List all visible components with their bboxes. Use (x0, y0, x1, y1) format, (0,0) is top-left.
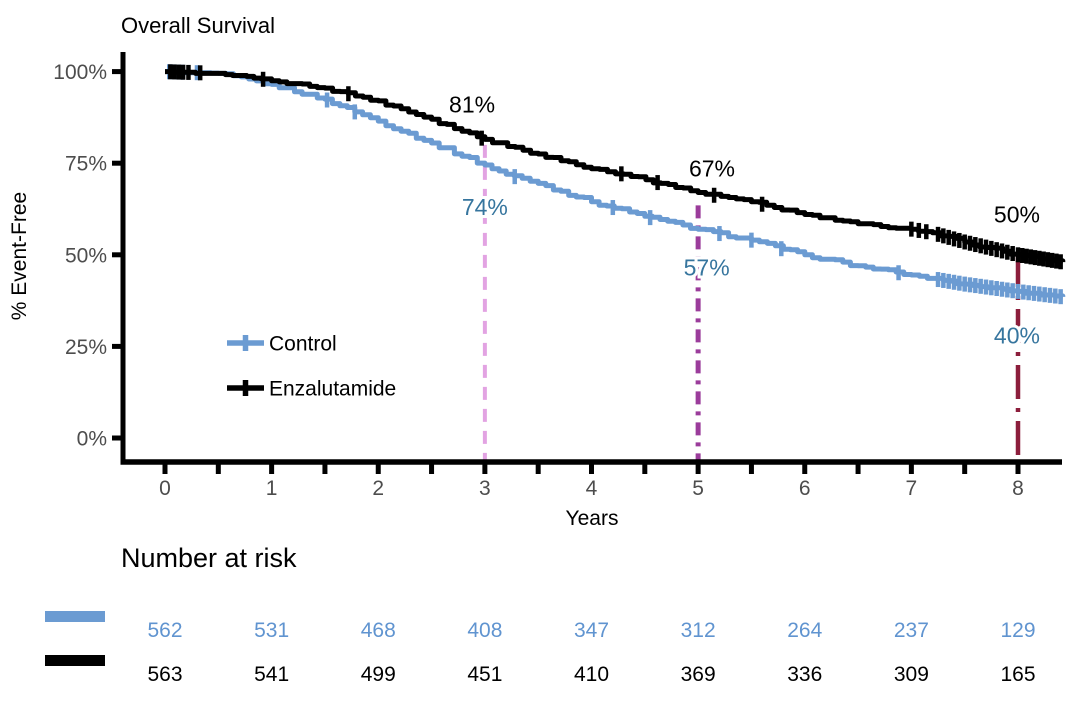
milestone-label-control-year-3: 74% (462, 194, 508, 220)
risk-count-enzalutamide-year-0: 563 (147, 663, 183, 686)
risk-count-enzalutamide-year-4: 410 (573, 663, 610, 686)
y-tick-label: 0% (77, 428, 107, 451)
risk-count-control-year-5: 312 (680, 619, 716, 642)
risk-count-enzalutamide-year-8: 165 (1000, 663, 1036, 686)
risk-row-swatch-control (45, 611, 105, 622)
milestone-label-enzalutamide-year-5: 67% (689, 156, 735, 182)
x-tick-label: 0 (159, 477, 171, 500)
x-tick-label: 6 (799, 477, 811, 500)
y-tick-label: 25% (65, 336, 107, 359)
milestone-label-enzalutamide-year-3: 81% (449, 92, 495, 118)
risk-count-enzalutamide-year-5: 369 (680, 663, 716, 686)
risk-count-enzalutamide-year-7: 309 (893, 663, 929, 686)
legend-item-control: Control (227, 333, 337, 356)
risk-count-enzalutamide-year-3: 451 (467, 663, 503, 686)
x-tick-label: 8 (1012, 477, 1024, 500)
y-tick-label: 75% (65, 153, 107, 176)
risk-count-control-year-6: 264 (787, 619, 823, 642)
x-tick-label: 5 (692, 477, 704, 500)
x-tick-label: 4 (586, 477, 598, 500)
risk-count-control-year-8: 129 (1000, 619, 1036, 642)
chart-title: Overall Survival (121, 13, 276, 38)
risk-count-control-year-7: 237 (893, 619, 929, 642)
legend-label: Enzalutamide (269, 378, 396, 401)
milestone-label-control-year-5: 57% (684, 255, 730, 281)
y-tick-label: 50% (65, 244, 107, 267)
risk-count-control-year-2: 468 (360, 619, 396, 642)
risk-table-title: Number at risk (121, 543, 297, 573)
legend-label: Control (269, 333, 337, 356)
km-plot-canvas: 0% 25% 50% 75% 100% 0 1 2 3 4 5 6 7 8 Control Enzalutam… (53, 52, 1066, 500)
y-axis-label: % Event-Free (8, 191, 31, 321)
risk-count-control-year-4: 347 (573, 619, 610, 642)
legend-item-enzalutamide: Enzalutamide (227, 378, 396, 401)
x-axis-label: Years (565, 507, 619, 530)
risk-count-control-year-1: 531 (254, 619, 290, 642)
risk-count-control-year-0: 562 (147, 619, 183, 642)
x-tick-label: 7 (906, 477, 918, 500)
censor-marks-control (167, 64, 1063, 305)
x-tick-label: 1 (266, 477, 278, 500)
x-tick-label: 2 (372, 477, 384, 500)
y-tick-label: 100% (53, 61, 107, 84)
risk-count-enzalutamide-year-6: 336 (787, 663, 823, 686)
milestone-label-control-year-8: 40% (994, 322, 1040, 348)
milestone-label-enzalutamide-year-8: 50% (994, 201, 1040, 227)
survival-curve-control (165, 69, 1066, 299)
risk-row-swatch-enzalutamide (45, 655, 105, 666)
censor-marks-enzalutamide (168, 64, 1063, 270)
risk-count-enzalutamide-year-2: 499 (360, 663, 396, 686)
x-tick-label: 3 (479, 477, 491, 500)
risk-count-control-year-3: 408 (467, 619, 503, 642)
risk-count-enzalutamide-year-1: 541 (254, 663, 290, 686)
